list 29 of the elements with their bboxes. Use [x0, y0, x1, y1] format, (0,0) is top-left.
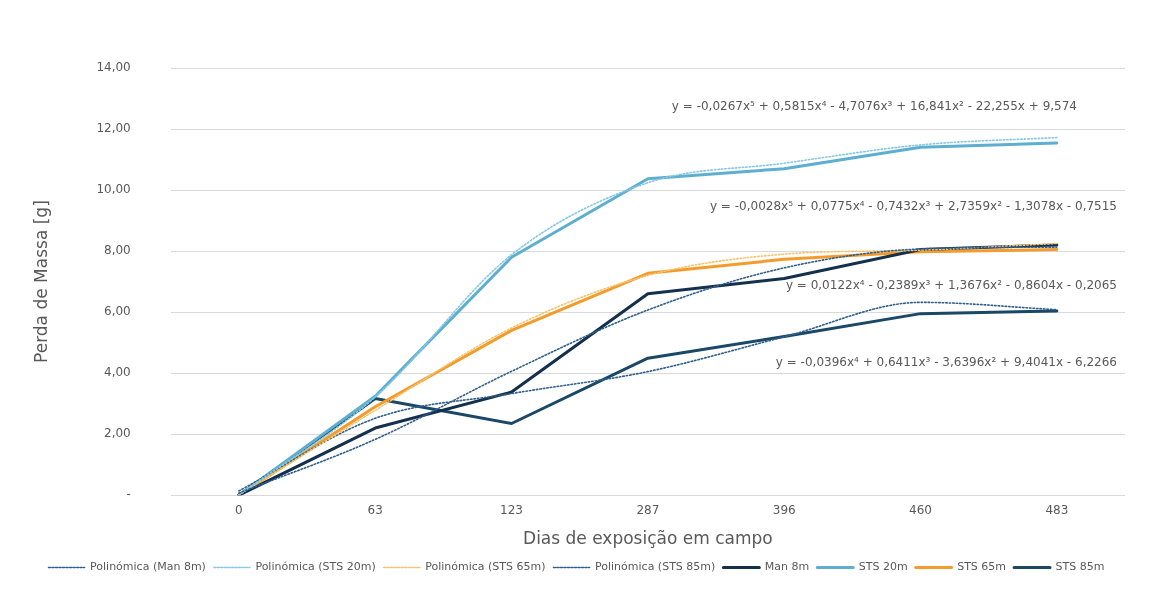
x-tick-label: 396: [772, 502, 796, 517]
legend-label: STS 85m: [1055, 560, 1105, 574]
legend-label: Man 8m: [764, 560, 810, 574]
legend-label: Polinómica (STS 85m): [595, 560, 716, 574]
legend-label: STS 20m: [858, 560, 908, 574]
y-axis-title: Perda de Massa [g]: [30, 200, 51, 363]
legend-label: Polinómica (STS 20m): [255, 560, 376, 574]
annotation: y = -0,0396x⁴ + 0,6411x³ - 3,6396x² + 9,4041x - 6,2266: [775, 354, 1117, 369]
x-axis-title: Dias de exposição em campo: [523, 528, 773, 549]
y-tick-label: 4,00: [104, 365, 131, 380]
x-tick-label: 483: [1045, 502, 1069, 517]
annotation: y = -0,0028x⁵ + 0,0775x⁴ - 0,7432x³ + 2,7359x² - 1,3078x - 0,7515: [709, 198, 1117, 213]
y-tick-label: 10,00: [96, 182, 131, 197]
legend-label: Polinómica (Man 8m): [90, 560, 206, 574]
y-tick-label: -: [126, 487, 131, 502]
x-tick-label: 63: [367, 502, 383, 517]
x-tick-label: 287: [636, 502, 660, 517]
y-tick-label: 6,00: [104, 304, 131, 319]
y-tick-label: 2,00: [104, 426, 131, 441]
legend-label: STS 65m: [957, 560, 1007, 574]
annotation: y = 0,0122x⁴ - 0,2389x³ + 1,3676x² - 0,8604x - 0,2065: [785, 278, 1117, 292]
y-tick-label: 8,00: [104, 243, 131, 258]
y-tick-label: 14,00: [96, 60, 131, 75]
x-tick-label: 460: [909, 502, 932, 517]
y-tick-label: 12,00: [96, 121, 131, 136]
x-tick-label: 123: [500, 502, 524, 517]
x-tick-label: 0: [235, 502, 243, 517]
legend-label: Polinómica (STS 65m): [425, 560, 546, 574]
annotation: y = -0,0267x⁵ + 0,5815x⁴ - 4,7076x³ + 16,841x² - 22,255x + 9,574: [671, 98, 1077, 113]
